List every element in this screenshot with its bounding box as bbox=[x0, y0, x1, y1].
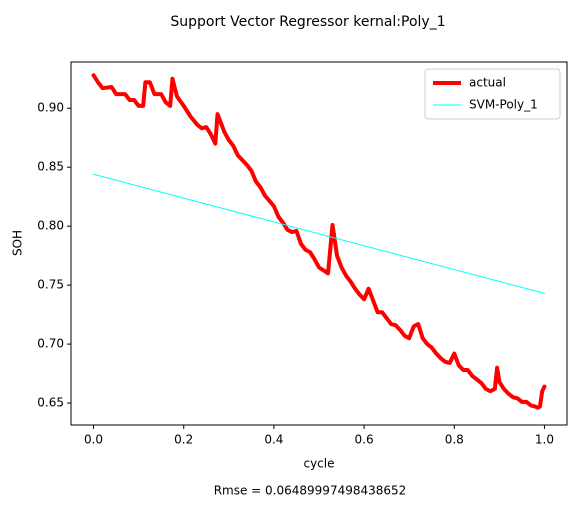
legend-label: SVM-Poly_1 bbox=[469, 98, 538, 112]
line-series bbox=[91, 73, 547, 410]
y-tick-label: 0.85 bbox=[37, 160, 64, 174]
x-tick-label: 0.8 bbox=[445, 433, 464, 447]
y-tick-label: 0.70 bbox=[37, 337, 64, 351]
annotation: Rmse = 0.06489997498438652 bbox=[214, 484, 407, 498]
y-tick-label: 0.75 bbox=[37, 278, 64, 292]
x-tick-label: 1.0 bbox=[535, 433, 554, 447]
y-tick-label: 0.80 bbox=[37, 219, 64, 233]
legend-label: actual bbox=[469, 76, 506, 90]
y-axis-label: SOH bbox=[11, 230, 25, 256]
x-tick-label: 0.4 bbox=[264, 433, 283, 447]
y-tick-label: 0.90 bbox=[37, 101, 64, 115]
x-tick-label: 0.0 bbox=[84, 433, 103, 447]
x-tick-label: 0.6 bbox=[355, 433, 374, 447]
x-axis-label: cycle bbox=[303, 457, 334, 471]
x-tick-label: 0.2 bbox=[174, 433, 193, 447]
plot-frame bbox=[70, 61, 568, 426]
y-tick-label: 0.65 bbox=[37, 396, 64, 410]
line-series bbox=[93, 173, 545, 294]
chart-title: Support Vector Regressor kernal:Poly_1 bbox=[170, 14, 445, 30]
